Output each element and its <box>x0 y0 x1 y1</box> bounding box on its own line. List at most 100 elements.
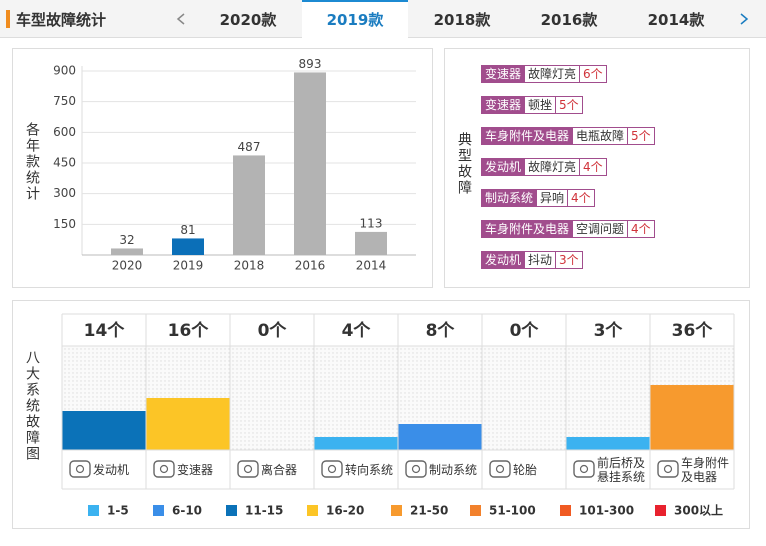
legend-label: 51-100 <box>489 504 536 518</box>
legend-swatch <box>560 505 571 516</box>
legend-swatch <box>88 505 99 516</box>
fault-system: 车身附件及电器 <box>481 220 574 238</box>
value-label: 81 <box>180 223 195 237</box>
x-tick-label: 2019 <box>173 259 204 273</box>
fault-name: 顿挫 <box>525 96 557 114</box>
fault-tag[interactable]: 制动系统 异响 4个 <box>481 189 595 207</box>
bar <box>355 231 387 255</box>
fault-count: 5个 <box>628 127 655 145</box>
fault-tag[interactable]: 发动机 故障灯亮 4个 <box>481 158 607 176</box>
icon <box>495 464 505 474</box>
bar <box>398 424 482 450</box>
y-tick-label: 750 <box>53 94 76 108</box>
bar <box>650 385 734 450</box>
bar <box>146 398 230 450</box>
y-tick-label: 300 <box>53 186 76 200</box>
fault-system: 制动系统 <box>481 189 538 207</box>
fault-tag[interactable]: 车身附件及电器 电瓶故障 5个 <box>481 127 655 145</box>
fault-name: 抖动 <box>525 251 557 269</box>
value-label: 113 <box>360 216 383 230</box>
title-accent <box>6 10 10 28</box>
y-tick-label: 900 <box>53 64 76 78</box>
value-label: 3个 <box>594 320 624 341</box>
icon <box>657 460 679 478</box>
icon <box>69 460 91 478</box>
fault-name: 故障灯亮 <box>525 158 581 176</box>
icon <box>321 460 343 478</box>
next-arrow[interactable] <box>738 12 750 26</box>
icon <box>663 464 673 474</box>
header-title: 车型故障统计 <box>16 11 107 29</box>
prev-arrow[interactable] <box>175 12 187 26</box>
icon <box>573 460 595 478</box>
legend-swatch <box>391 505 402 516</box>
category-label: 转向系统 <box>345 462 394 477</box>
fault-name: 空调问题 <box>573 220 629 238</box>
value-label: 16个 <box>168 320 210 341</box>
legend-swatch <box>655 505 666 516</box>
y-tick-label: 600 <box>53 125 76 139</box>
fault-name: 电瓶故障 <box>573 127 629 145</box>
icon <box>243 464 253 474</box>
year-tab[interactable]: 2018款 <box>433 11 491 29</box>
x-tick-label: 2020 <box>112 259 143 273</box>
category-label: 发动机 <box>93 462 130 477</box>
icon <box>153 460 175 478</box>
fault-name: 异响 <box>537 189 569 207</box>
value-label: 4个 <box>342 320 372 341</box>
value-label: 14个 <box>84 320 126 341</box>
fault-system: 变速器 <box>481 65 526 83</box>
bar <box>233 155 265 255</box>
legend-label: 6-10 <box>172 504 202 518</box>
bar <box>314 437 398 450</box>
y-axis-label: 八大系统故障图 <box>24 350 40 462</box>
value-label: 36个 <box>672 320 714 341</box>
category-label: 离合器 <box>261 462 298 477</box>
fault-tag[interactable]: 发动机 抖动 3个 <box>481 251 583 269</box>
category-label: 制动系统 <box>429 462 478 477</box>
x-tick-label: 2016 <box>295 259 326 273</box>
fault-tag[interactable]: 变速器 顿挫 5个 <box>481 96 583 114</box>
category-label: 轮胎 <box>513 462 538 477</box>
value-label: 487 <box>238 140 261 154</box>
year-tab[interactable]: 2020款 <box>219 11 277 29</box>
bar <box>62 411 146 450</box>
bar <box>172 238 204 255</box>
fault-tag[interactable]: 车身附件及电器 空调问题 4个 <box>481 220 655 238</box>
value-label: 0个 <box>510 320 540 341</box>
legend-label: 16-20 <box>326 504 364 518</box>
header-bar: 车型故障统计 2020款 2019款 2018款 2016款 2014款 <box>0 0 766 39</box>
fault-count: 4个 <box>628 220 655 238</box>
icon <box>159 464 169 474</box>
y-tick-label: 150 <box>53 217 76 231</box>
x-tick-label: 2014 <box>356 259 387 273</box>
legend-label: 300以上 <box>674 503 723 518</box>
fault-count: 4个 <box>580 158 607 176</box>
value-label: 0个 <box>258 320 288 341</box>
fault-tag[interactable]: 变速器 故障灯亮 6个 <box>481 65 607 83</box>
icon <box>405 460 427 478</box>
category-label: 前后桥及悬挂系统 <box>597 455 646 484</box>
bar <box>294 72 326 255</box>
legend-label: 1-5 <box>107 504 129 518</box>
icon <box>411 464 421 474</box>
legend-swatch <box>470 505 481 516</box>
value-label: 893 <box>299 57 322 71</box>
value-label: 32 <box>119 233 134 247</box>
fault-count: 3个 <box>556 251 583 269</box>
fault-system: 发动机 <box>481 158 526 176</box>
fault-count: 5个 <box>556 96 583 114</box>
legend-label: 21-50 <box>410 504 448 518</box>
category-label: 变速器 <box>177 462 214 477</box>
legend-swatch <box>226 505 237 516</box>
year-tab[interactable]: 2019款 <box>302 0 408 39</box>
year-tab[interactable]: 2014款 <box>647 11 705 29</box>
icon <box>237 460 259 478</box>
bar <box>566 437 650 450</box>
fault-system: 车身附件及电器 <box>481 127 574 145</box>
year-tab[interactable]: 2016款 <box>540 11 598 29</box>
icon <box>327 464 337 474</box>
legend-label: 101-300 <box>579 504 634 518</box>
